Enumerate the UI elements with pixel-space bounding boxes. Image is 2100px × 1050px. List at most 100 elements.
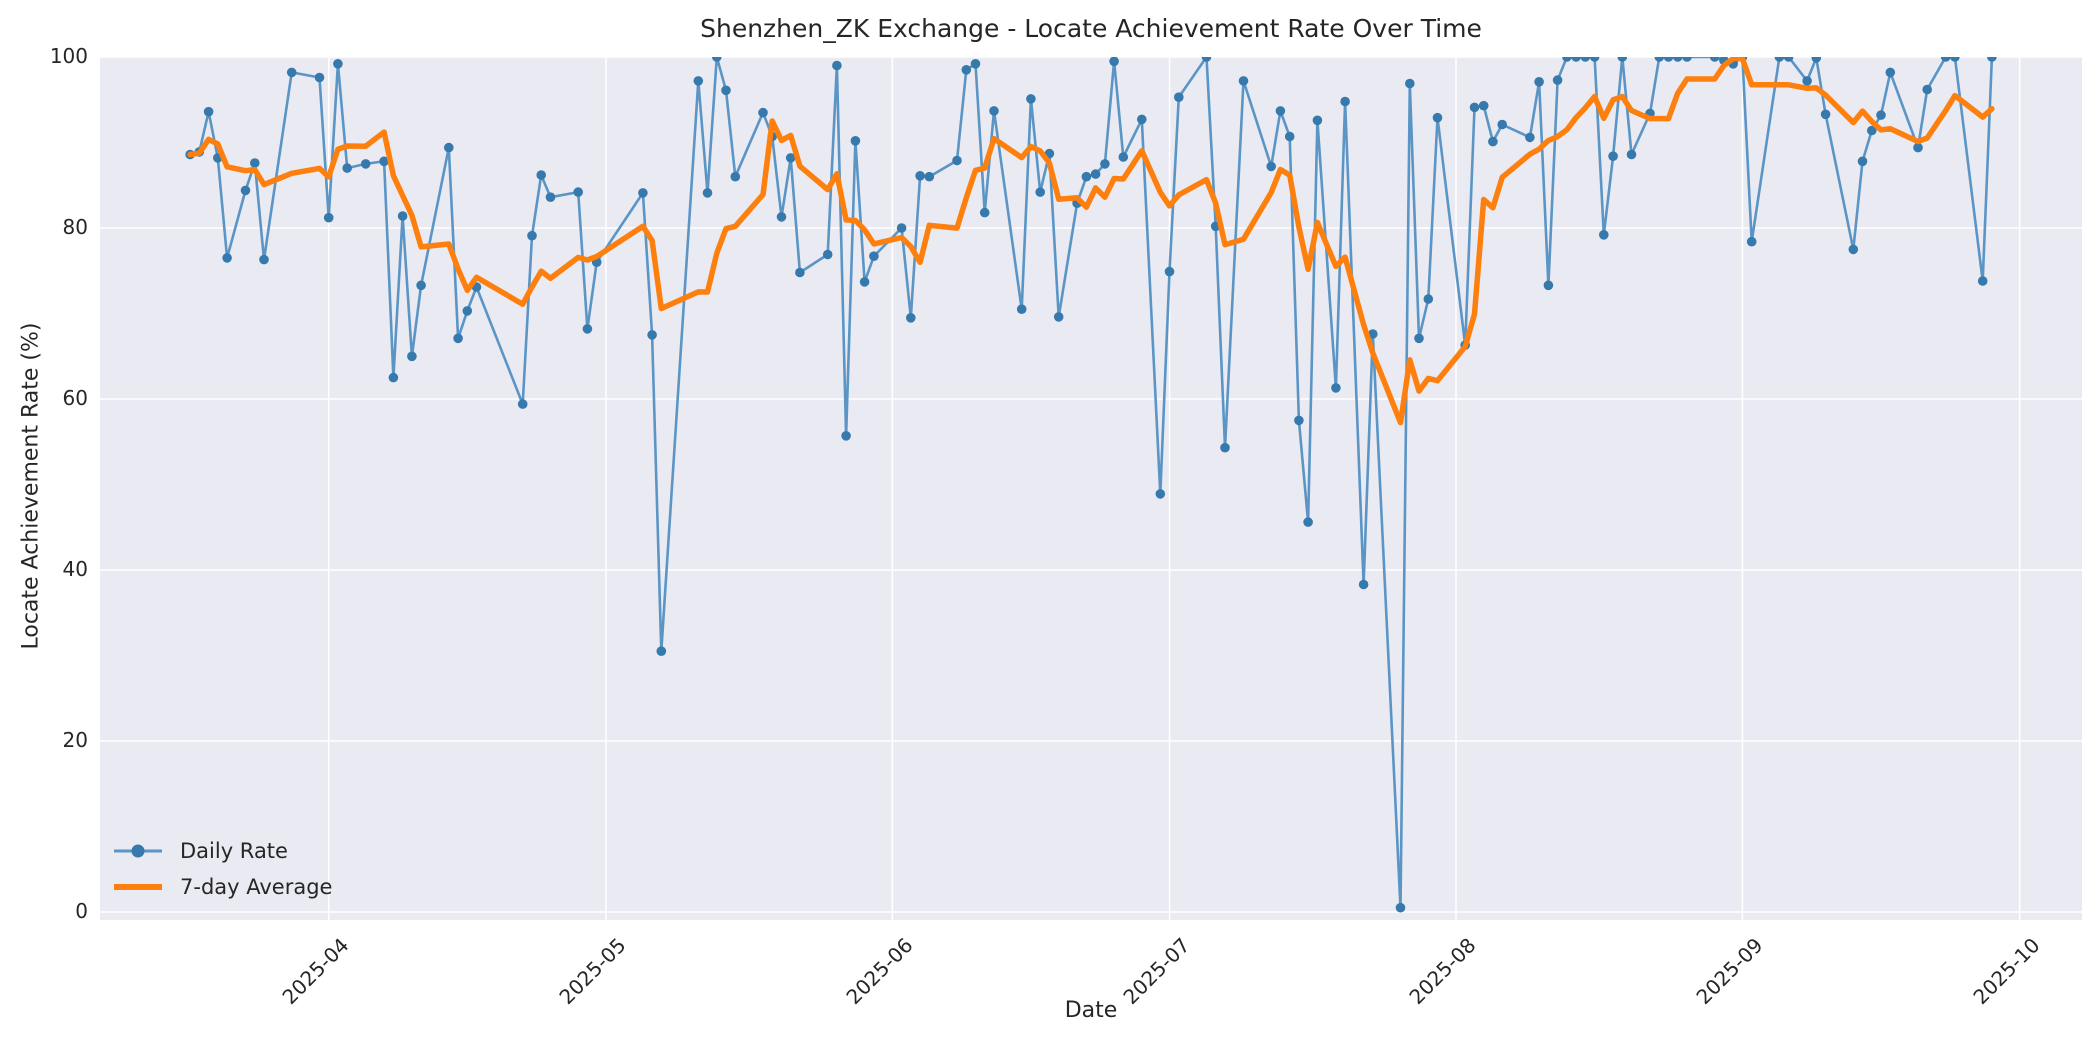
x-axis-label: Date [1064, 998, 1118, 1023]
daily-rate-marker [979, 207, 990, 218]
daily-rate-marker [1626, 149, 1637, 160]
daily-rate-marker [1857, 156, 1868, 167]
daily-rate-marker [240, 185, 251, 196]
daily-rate-marker [1405, 78, 1415, 89]
daily-rate-marker [1709, 57, 1720, 62]
daily-rate-marker [323, 212, 334, 223]
daily-rate-marker [1312, 115, 1323, 126]
daily-rate-marker [970, 59, 981, 69]
daily-rate-marker [1599, 230, 1609, 240]
chart-title: Shenzhen_ZK Exchange - Locate Achievemen… [700, 14, 1482, 43]
daily-rate-marker [388, 372, 399, 383]
daily-rate-marker [250, 158, 260, 168]
daily-rate-legend-swatch [114, 844, 162, 858]
daily-rate-marker [203, 106, 214, 117]
daily-rate-marker [1950, 57, 1960, 62]
daily-rate-marker [1497, 119, 1507, 130]
daily-rate-marker [702, 188, 713, 198]
daily-rate-marker [1275, 106, 1286, 116]
daily-rate-marker [1774, 57, 1785, 62]
daily-rate-marker [545, 192, 556, 202]
daily-rate-marker [1090, 169, 1101, 179]
y-axis-label: Locate Achievement Rate (%) [18, 322, 44, 650]
y-tick-label: 80 [62, 214, 88, 239]
daily-rate-marker [407, 351, 417, 362]
daily-rate-marker [1552, 75, 1563, 85]
daily-rate-marker [1589, 57, 1600, 62]
legend-label-daily-rate: Daily Rate [180, 839, 288, 863]
y-tick-label: 100 [49, 43, 88, 68]
legend: Daily Rate 7-day Average [112, 836, 332, 902]
y-tick-label: 0 [75, 898, 88, 923]
daily-rate-marker [1118, 152, 1129, 162]
daily-rate-marker [1802, 76, 1812, 86]
daily-rate-marker [1571, 57, 1581, 62]
daily-rate-marker [573, 187, 583, 197]
daily-rate-marker [1109, 57, 1119, 67]
daily-rate-marker [869, 251, 879, 261]
daily-rate-marker [1654, 57, 1665, 62]
daily-rate-marker [841, 431, 851, 441]
daily-rate-marker [1331, 383, 1341, 393]
daily-rate-marker [1035, 187, 1045, 197]
daily-rate-marker [1016, 304, 1027, 315]
daily-rate-marker [859, 277, 870, 287]
daily-rate-marker [832, 60, 842, 71]
daily-rate-marker [314, 72, 325, 83]
daily-rate-marker [1867, 125, 1877, 136]
daily-rate-marker [1478, 100, 1489, 111]
daily-rate-marker [333, 59, 343, 69]
daily-rate-marker [1081, 171, 1092, 182]
daily-rate-marker [647, 330, 657, 340]
daily-rate-marker [1368, 329, 1378, 339]
daily-rate-marker [222, 253, 232, 263]
daily-rate-marker [1682, 57, 1692, 62]
daily-rate-marker [1488, 136, 1498, 147]
daily-rate-marker [259, 254, 269, 265]
daily-rate-marker [1469, 102, 1480, 113]
daily-rate-marker [1885, 67, 1896, 78]
daily-rate-marker [656, 646, 667, 656]
y-tick-label: 40 [62, 556, 88, 581]
daily-rate-marker [693, 76, 704, 86]
daily-rate-marker [1340, 96, 1350, 107]
daily-rate-marker [1608, 151, 1618, 161]
daily-rate-marker [1848, 244, 1859, 255]
daily-rate-marker [582, 324, 593, 334]
daily-rate-marker [1811, 57, 1822, 63]
daily-rate-marker [1543, 280, 1554, 291]
daily-rate-marker [915, 171, 925, 181]
daily-rate-marker [785, 153, 796, 163]
daily-rate-marker [1432, 112, 1443, 123]
seven-day-average-legend-swatch [114, 884, 162, 890]
daily-rate-marker [527, 230, 537, 241]
daily-rate-marker [360, 159, 371, 169]
daily-rate-marker [1294, 415, 1304, 426]
daily-rate-marker [517, 399, 528, 409]
daily-rate-marker [1303, 517, 1313, 527]
y-tick-label: 20 [62, 727, 88, 752]
daily-rate-marker [536, 170, 546, 180]
daily-rate-marker [1220, 442, 1230, 453]
daily-rate-marker [906, 313, 916, 323]
daily-rate-marker [1663, 57, 1674, 62]
daily-rate-marker [721, 85, 731, 96]
daily-rate-marker [1155, 489, 1166, 499]
legend-item-7day-average: 7-day Average [112, 872, 332, 902]
daily-rate-marker [1876, 110, 1886, 120]
daily-rate-marker [1534, 77, 1544, 87]
daily-rate-marker [1562, 57, 1572, 62]
daily-rate-marker [1238, 76, 1249, 86]
daily-rate-marker [1423, 294, 1434, 304]
daily-rate-marker [1266, 161, 1276, 172]
daily-rate-marker [1201, 57, 1212, 62]
daily-rate-marker [1525, 132, 1535, 143]
daily-rate-marker [444, 142, 454, 153]
daily-rate-marker [1922, 84, 1932, 95]
series-layer [185, 57, 1997, 913]
daily-rate-marker [1174, 92, 1184, 102]
seven-day-average-line [187, 57, 1995, 426]
daily-rate-marker [822, 249, 833, 260]
daily-rate-marker [379, 156, 389, 167]
daily-rate-marker [286, 67, 297, 78]
